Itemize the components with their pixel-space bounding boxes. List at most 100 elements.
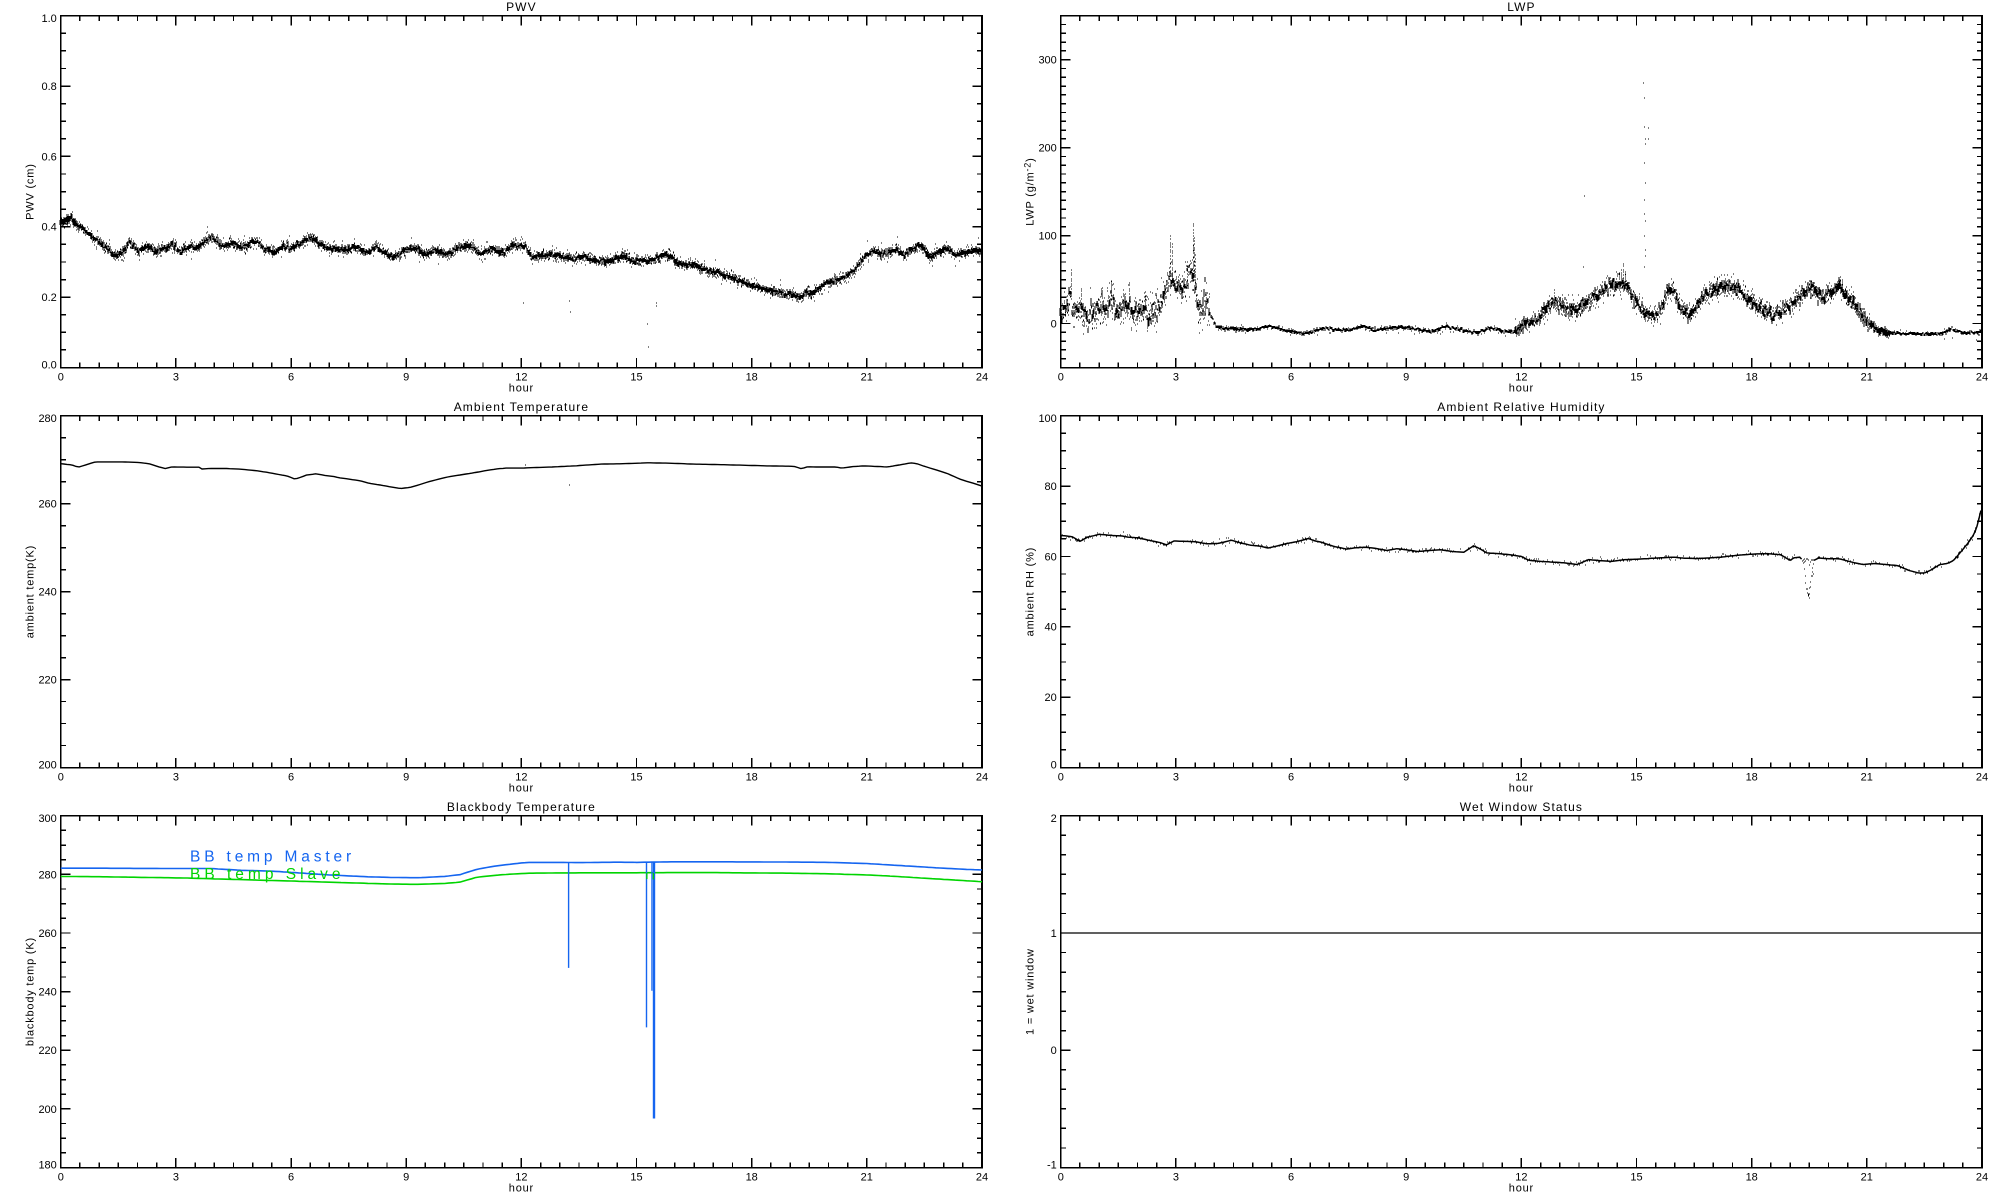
svg-text:0: 0 [1051,318,1057,330]
svg-text:Wet Window Status: Wet Window Status [1460,800,1583,814]
svg-text:0.0: 0.0 [42,359,57,371]
svg-text:24: 24 [976,372,988,384]
svg-text:18: 18 [1746,1172,1758,1184]
svg-text:3: 3 [1173,372,1179,384]
svg-text:0: 0 [1058,372,1064,384]
svg-text:9: 9 [403,372,409,384]
svg-text:3: 3 [173,772,179,784]
svg-text:6: 6 [288,372,294,384]
svg-text:200: 200 [1038,143,1056,155]
svg-text:0: 0 [58,372,64,384]
svg-text:260: 260 [38,928,56,940]
svg-text:12: 12 [1515,372,1527,384]
svg-text:2: 2 [1051,813,1057,825]
svg-text:PWV (cm): PWV (cm) [25,163,37,220]
svg-text:0: 0 [1058,772,1064,784]
svg-text:6: 6 [1288,772,1294,784]
svg-text:200: 200 [38,759,56,771]
svg-text:3: 3 [173,372,179,384]
svg-text:0: 0 [58,772,64,784]
svg-text:80: 80 [1045,481,1057,493]
svg-text:200: 200 [38,1104,56,1116]
svg-text:1.0: 1.0 [42,13,57,25]
svg-text:20: 20 [1045,692,1057,704]
svg-text:18: 18 [746,772,758,784]
svg-text:BB temp Master: BB temp Master [190,849,355,866]
svg-text:ambient RH (%): ambient RH (%) [1025,547,1037,636]
svg-text:21: 21 [1861,1172,1873,1184]
svg-text:0: 0 [58,1172,64,1184]
svg-text:280: 280 [38,869,56,881]
svg-text:Ambient Relative Humidity: Ambient Relative Humidity [1437,400,1605,414]
svg-text:BB temp Slave: BB temp Slave [190,866,345,883]
svg-text:15: 15 [1630,1172,1642,1184]
svg-text:15: 15 [1630,372,1642,384]
svg-text:hour: hour [509,1183,534,1195]
svg-text:24: 24 [1976,372,1988,384]
svg-text:3: 3 [1173,1172,1179,1184]
svg-text:300: 300 [38,813,56,825]
svg-text:-1: -1 [1047,1159,1057,1171]
svg-text:18: 18 [1746,372,1758,384]
svg-text:0.2: 0.2 [42,292,57,304]
svg-text:15: 15 [1630,772,1642,784]
svg-text:220: 220 [38,1045,56,1057]
svg-text:3: 3 [1173,772,1179,784]
svg-text:12: 12 [1515,772,1527,784]
svg-text:12: 12 [515,372,527,384]
svg-text:hour: hour [1509,783,1534,795]
svg-text:180: 180 [38,1159,56,1171]
svg-text:6: 6 [288,772,294,784]
svg-text:9: 9 [1403,1172,1409,1184]
svg-text:12: 12 [515,1172,527,1184]
svg-text:3: 3 [173,1172,179,1184]
svg-text:LWP (g/m-2): LWP (g/m-2) [1023,157,1037,225]
svg-text:24: 24 [1976,772,1988,784]
svg-text:24: 24 [1976,1172,1988,1184]
svg-text:1: 1 [1051,928,1057,940]
svg-text:15: 15 [630,1172,642,1184]
svg-text:9: 9 [403,1172,409,1184]
svg-text:PWV: PWV [506,0,537,14]
svg-text:12: 12 [1515,1172,1527,1184]
svg-text:240: 240 [38,587,56,599]
svg-text:9: 9 [1403,772,1409,784]
svg-text:18: 18 [746,1172,758,1184]
svg-text:hour: hour [509,783,534,795]
svg-text:280: 280 [38,413,56,425]
svg-text:21: 21 [1861,772,1873,784]
svg-text:Blackbody Temperature: Blackbody Temperature [447,800,596,814]
svg-text:0: 0 [1051,759,1057,771]
svg-text:24: 24 [976,1172,988,1184]
svg-text:18: 18 [746,372,758,384]
svg-text:12: 12 [515,772,527,784]
svg-text:240: 240 [38,987,56,999]
svg-text:hour: hour [509,383,534,395]
svg-text:40: 40 [1045,622,1057,634]
svg-text:60: 60 [1045,551,1057,563]
svg-text:0.8: 0.8 [42,81,57,93]
svg-text:6: 6 [288,1172,294,1184]
svg-text:21: 21 [861,1172,873,1184]
svg-text:9: 9 [403,772,409,784]
svg-text:15: 15 [630,372,642,384]
svg-text:1 = wet window: 1 = wet window [1025,948,1037,1035]
svg-text:9: 9 [1403,372,1409,384]
svg-text:260: 260 [38,499,56,511]
svg-text:18: 18 [1746,772,1758,784]
svg-text:ambient temp(K): ambient temp(K) [25,545,37,638]
svg-text:0.6: 0.6 [42,151,57,163]
svg-text:Ambient Temperature: Ambient Temperature [454,400,589,414]
svg-text:300: 300 [1038,55,1056,67]
svg-text:21: 21 [1861,372,1873,384]
svg-text:6: 6 [1288,1172,1294,1184]
svg-text:24: 24 [976,772,988,784]
svg-text:hour: hour [1509,383,1534,395]
svg-text:0: 0 [1058,1172,1064,1184]
svg-text:0.4: 0.4 [42,222,57,234]
svg-text:100: 100 [1038,231,1056,243]
svg-text:6: 6 [1288,372,1294,384]
svg-text:100: 100 [1038,413,1056,425]
svg-text:hour: hour [1509,1183,1534,1195]
svg-text:LWP: LWP [1507,0,1535,14]
